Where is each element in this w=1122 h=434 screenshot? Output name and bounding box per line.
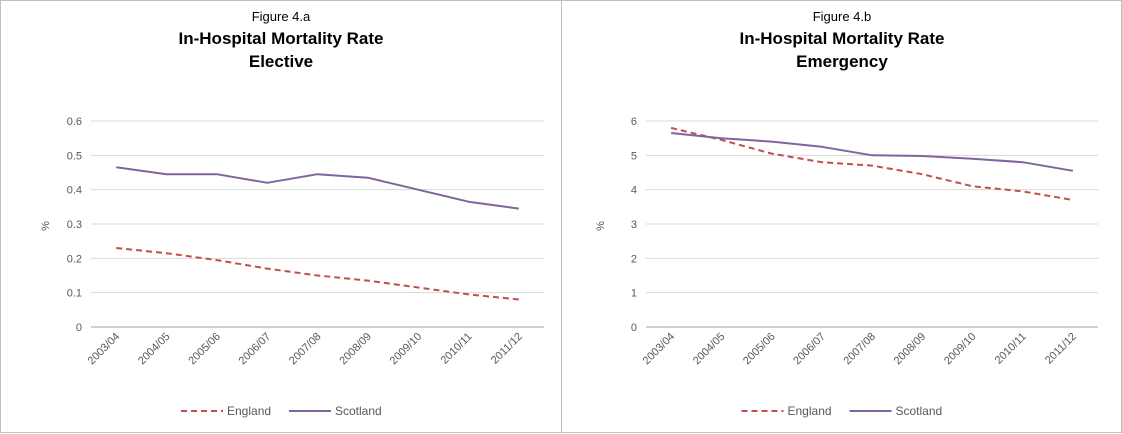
data-point-england (670, 127, 672, 129)
y-tick-label: 0.6 (67, 116, 82, 128)
y-axis-label: % (595, 221, 607, 231)
legend-label-scotland: Scotland (896, 404, 943, 418)
y-tick-label: 0.2 (67, 253, 82, 265)
data-point-england (216, 259, 218, 261)
x-tick-label: 2006/07 (791, 331, 828, 368)
x-tick-label: 2003/04 (641, 331, 678, 368)
data-point-england (821, 161, 823, 163)
data-point-scotland (417, 189, 419, 191)
data-point-scotland (266, 182, 268, 184)
y-tick-label: 0.4 (67, 185, 82, 197)
y-tick-label: 0 (631, 322, 637, 334)
data-point-scotland (771, 141, 773, 143)
data-point-scotland (216, 173, 218, 175)
data-point-england (871, 165, 873, 167)
y-tick-label: 0 (76, 322, 82, 334)
data-point-england (518, 299, 520, 301)
data-point-scotland (871, 154, 873, 156)
data-point-england (367, 280, 369, 282)
data-point-england (1072, 199, 1074, 201)
x-tick-label: 2004/05 (691, 331, 728, 368)
x-tick-label: 2003/04 (86, 331, 123, 368)
x-tick-label: 2009/10 (942, 331, 979, 368)
data-point-scotland (468, 201, 470, 203)
data-point-scotland (821, 146, 823, 148)
y-tick-label: 3 (631, 219, 637, 231)
x-tick-label: 2010/11 (439, 331, 475, 367)
y-tick-label: 5 (631, 150, 637, 162)
series-line-england (670, 126, 1074, 201)
series-line-england (116, 247, 519, 301)
chart-title: In-Hospital Mortality Rate (740, 29, 945, 48)
x-tick-label: 2005/06 (186, 331, 223, 368)
data-point-england (266, 268, 268, 270)
x-tick-label: 2011/12 (489, 331, 525, 367)
data-point-scotland (1022, 161, 1024, 163)
data-point-scotland (670, 132, 672, 134)
data-point-scotland (166, 173, 168, 175)
data-point-england (417, 287, 419, 289)
data-point-england (971, 185, 973, 187)
data-point-scotland (921, 155, 923, 157)
data-point-england (1022, 190, 1024, 192)
data-point-scotland (367, 177, 369, 179)
y-tick-label: 1 (631, 288, 637, 300)
figure-label: Figure 4.b (813, 9, 872, 24)
y-tick-label: 4 (631, 185, 637, 197)
data-point-england (921, 173, 923, 175)
x-tick-label: 2009/10 (388, 331, 425, 368)
x-tick-label: 2008/09 (337, 331, 374, 368)
legend-label-scotland: Scotland (335, 404, 382, 418)
data-point-scotland (1072, 170, 1074, 172)
series-line-scotland (670, 132, 1074, 172)
data-point-scotland (317, 173, 319, 175)
x-tick-label: 2006/07 (237, 331, 274, 368)
chart-panel-elective: Figure 4.a In-Hospital Mortality Rate Elec… (0, 0, 562, 433)
x-tick-label: 2011/12 (1043, 331, 1079, 367)
y-tick-label: 0.5 (67, 150, 82, 162)
x-tick-label: 2008/09 (892, 331, 929, 368)
chart-panel-emergency: Figure 4.b In-Hospital Mortality Rate Emer… (561, 0, 1122, 433)
y-tick-label: 2 (631, 253, 637, 265)
data-point-england (468, 293, 470, 295)
x-tick-label: 2007/08 (287, 331, 324, 368)
y-tick-label: 6 (631, 116, 637, 128)
legend-label-england: England (227, 404, 271, 418)
data-point-england (771, 153, 773, 155)
x-tick-label: 2005/06 (741, 331, 778, 368)
data-point-england (115, 247, 117, 249)
x-tick-label: 2010/11 (993, 331, 1029, 367)
chart-emergency: Figure 4.b In-Hospital Mortality Rate Emer… (595, 9, 1098, 418)
chart-subtitle: Elective (249, 52, 313, 71)
data-point-england (317, 275, 319, 277)
x-tick-label: 2007/08 (842, 331, 879, 368)
chart-elective: Figure 4.a In-Hospital Mortality Rate Elec… (40, 9, 544, 418)
data-point-scotland (971, 158, 973, 160)
chart-subtitle: Emergency (796, 52, 888, 71)
data-point-scotland (720, 137, 722, 139)
chart-title: In-Hospital Mortality Rate (179, 29, 384, 48)
data-point-scotland (115, 166, 117, 168)
y-tick-label: 0.1 (67, 288, 82, 300)
x-tick-label: 2004/05 (136, 331, 173, 368)
legend-label-england: England (788, 404, 832, 418)
figure-label: Figure 4.a (252, 9, 311, 24)
data-point-england (166, 252, 168, 254)
y-axis-label: % (40, 221, 52, 231)
series-line-scotland (116, 166, 519, 210)
data-point-scotland (518, 208, 520, 210)
y-tick-label: 0.3 (67, 219, 82, 231)
